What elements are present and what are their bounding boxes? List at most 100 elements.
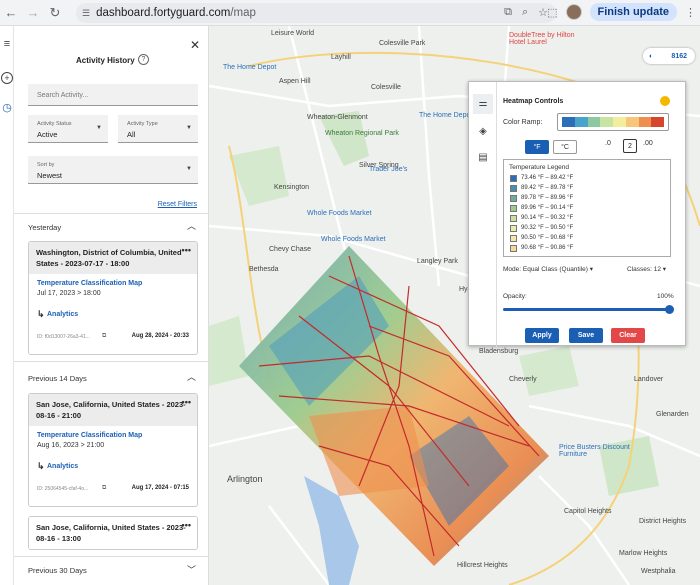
legend-range: 90.14 °F – 90.32 °F — [521, 215, 574, 221]
page-title: Activity History — [76, 56, 135, 65]
divider — [14, 213, 208, 214]
fahrenheit-button[interactable]: °F — [525, 140, 549, 154]
sliders-icon[interactable]: ⚌ — [473, 94, 493, 114]
map-count-badge[interactable]: ◐ 8162 — [643, 48, 695, 64]
poi-label[interactable]: Whole Foods Market — [307, 210, 372, 217]
more-options-icon[interactable]: ••• — [181, 397, 191, 407]
forward-icon[interactable]: → — [26, 5, 40, 20]
increase-precision-button[interactable]: .00 — [643, 140, 653, 147]
activity-type-link[interactable]: Temperature Classification Map — [37, 280, 143, 287]
legend-swatch — [510, 174, 517, 182]
sort-by-select[interactable]: Sort by Newest ▼ — [28, 156, 198, 184]
activity-status-select[interactable]: Activity Status Active ▼ — [28, 115, 108, 143]
section-previous-30-days: Previous 30 Days — [28, 566, 87, 575]
card-title: San Jose, California, United States - 20… — [29, 517, 197, 549]
activity-card[interactable]: San Jose, California, United States - 20… — [28, 393, 198, 507]
slider-thumb[interactable] — [665, 305, 674, 314]
search-input[interactable]: Search Activity... — [28, 84, 198, 106]
extensions-icon[interactable]: ⬚ — [547, 6, 558, 19]
activity-card[interactable]: Washington, District of Columbia, United… — [28, 241, 198, 355]
section-yesterday: Yesterday — [28, 223, 62, 232]
clear-button[interactable]: Clear — [611, 328, 645, 343]
analytics-link[interactable]: Analytics — [37, 309, 189, 320]
opacity-slider[interactable] — [503, 305, 674, 314]
decrease-precision-button[interactable]: .0 — [605, 140, 611, 147]
bookmark-star-icon[interactable]: ☆ — [538, 7, 548, 19]
chevron-down-icon: ▼ — [186, 125, 192, 131]
mode-select-label: Mode: Equal Class (Quantile) — [503, 266, 588, 273]
layer-icon: ◐ — [649, 52, 654, 60]
save-button[interactable]: Save — [569, 328, 603, 343]
chevron-up-icon[interactable]: ︿ — [186, 221, 196, 231]
map-label: Layhill — [331, 54, 351, 61]
map-label: Colesville — [371, 84, 401, 91]
card-title-text: San Jose, California, United States - 20… — [36, 523, 186, 543]
chevron-down-icon[interactable]: ﹀ — [186, 565, 196, 575]
celsius-button[interactable]: °C — [553, 140, 577, 154]
close-icon[interactable]: ✕ — [190, 38, 201, 52]
legend-swatch — [510, 184, 517, 192]
created-date: Aug 17, 2024 - 07:15 — [131, 485, 189, 491]
legend-swatch — [510, 214, 517, 222]
divider — [14, 361, 208, 362]
history-icon[interactable]: ◷ — [2, 102, 12, 114]
poi-label[interactable]: Whole Foods Market — [321, 236, 386, 243]
poi-label[interactable]: Trader Joe's — [369, 166, 408, 173]
poi-label[interactable]: The Home Depot — [223, 64, 277, 71]
zoom-icon[interactable]: ⌕ — [521, 6, 529, 18]
address-bar[interactable]: ☰ dashboard.fortyguard.com/map ⧉ ⌕ ☆ — [76, 3, 556, 23]
temperature-legend: Temperature Legend 73.46 °F – 89.42 °F 89… — [503, 159, 671, 257]
legend-icon[interactable]: ▤ — [478, 152, 488, 163]
finish-update-button[interactable]: Finish update — [589, 3, 677, 21]
created-date: Aug 28, 2024 - 20:33 — [131, 333, 189, 339]
poi-label[interactable]: DoubleTree by Hilton Hotel Laurel — [509, 32, 575, 46]
more-options-icon[interactable]: ••• — [181, 245, 191, 255]
activity-card[interactable]: San Jose, California, United States - 20… — [28, 516, 198, 550]
chevron-up-icon[interactable]: ︿ — [186, 372, 196, 382]
card-title: San Jose, California, United States - 20… — [29, 394, 197, 426]
precision-value[interactable]: 2 — [623, 139, 637, 153]
activity-type-link[interactable]: Temperature Classification Map — [37, 432, 143, 439]
map-label: Westphalia — [641, 568, 676, 575]
map-label: Bethesda — [249, 266, 279, 273]
controls-tabs: ⚌ ◈ ▤ — [469, 82, 497, 347]
add-icon[interactable]: + — [1, 72, 13, 84]
chevron-down-icon: ▼ — [186, 166, 192, 172]
copy-icon[interactable]: ⧉ — [102, 333, 107, 339]
back-icon[interactable]: ← — [4, 5, 18, 20]
card-title-text: San Jose, California, United States - 20… — [36, 400, 186, 420]
legend-range: 89.42 °F – 89.78 °F — [521, 185, 574, 191]
ramp-swatch — [600, 117, 613, 127]
avatar[interactable] — [565, 4, 582, 20]
poi-label[interactable]: Price Busters Discount Furniture — [559, 444, 630, 458]
color-ramp-select[interactable] — [557, 113, 669, 131]
activity-type-select[interactable]: Activity Type All ▼ — [118, 115, 198, 143]
map-label: Arlington — [227, 474, 263, 484]
site-settings-icon[interactable]: ☰ — [82, 7, 91, 18]
ramp-swatch — [625, 117, 639, 127]
reload-icon[interactable]: ↻ — [49, 4, 61, 20]
legend-range: 90.50 °F – 90.68 °F — [521, 235, 574, 241]
more-options-icon[interactable]: ••• — [181, 520, 191, 530]
layers-icon[interactable]: ◈ — [479, 126, 487, 137]
minimize-icon[interactable] — [660, 96, 670, 106]
map-label: Marlow Heights — [619, 550, 668, 557]
open-external-icon[interactable]: ⧉ — [504, 6, 512, 18]
activity-id: ID: 25064545-cfaf-4o... — [37, 486, 89, 492]
copy-icon[interactable]: ⧉ — [102, 485, 107, 491]
map-label: Colesville Park — [379, 40, 426, 47]
map-label: Langley Park — [417, 258, 458, 265]
apply-button[interactable]: Apply — [525, 328, 559, 343]
select-label: Activity Type — [127, 121, 158, 127]
menu-dots-icon[interactable]: ⋮ — [685, 6, 696, 19]
left-rail: ≡ + ◷ — [0, 26, 14, 585]
mode-select[interactable]: Mode: Equal Class (Quantile) ▾ — [503, 266, 593, 273]
analytics-link[interactable]: Analytics — [37, 461, 189, 472]
poi-label[interactable]: The Home Depot — [419, 112, 473, 119]
classes-select[interactable]: Classes: 12 ▾ — [627, 266, 667, 273]
reset-filters-link[interactable]: Reset Filters — [157, 201, 197, 208]
help-icon[interactable]: ? — [138, 54, 149, 65]
heatmap-title: Heatmap Controls — [503, 98, 564, 105]
activity-id: ID: f0d13007-26a3-41... — [37, 334, 90, 340]
hamburger-menu-icon[interactable]: ≡ — [3, 38, 11, 50]
